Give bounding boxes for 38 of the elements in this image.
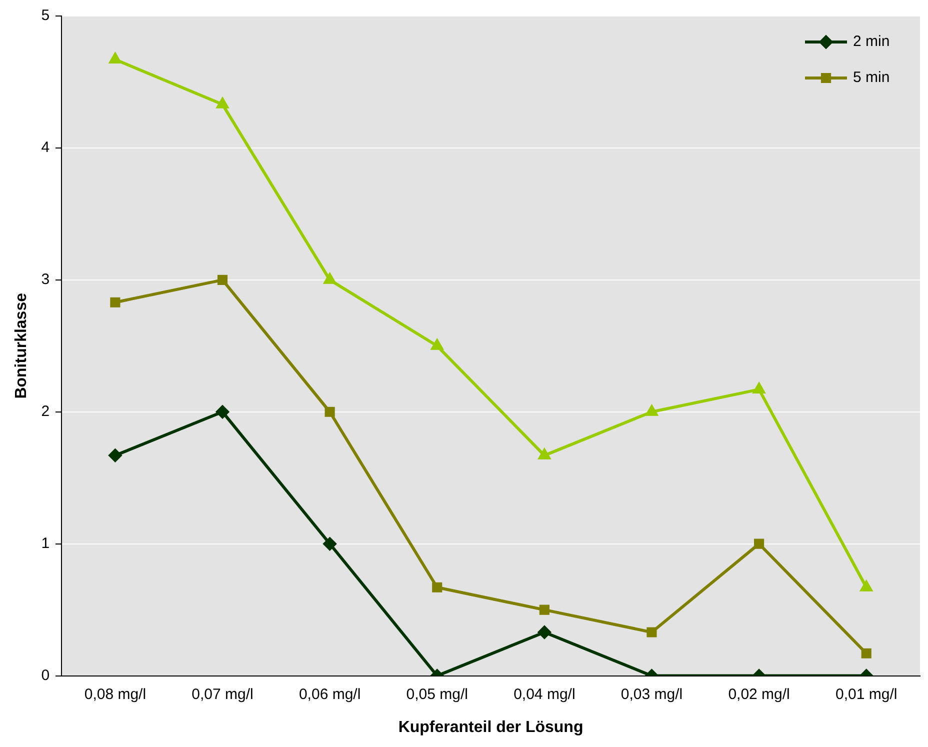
point	[538, 448, 550, 460]
point	[538, 626, 551, 639]
point	[861, 648, 872, 658]
x-tick-label: 0,03 mg/l	[620, 686, 683, 703]
point	[431, 339, 443, 350]
y-axis-title: Boniturklasse	[13, 292, 30, 399]
x-tick-label: 0,01 mg/l	[835, 686, 898, 703]
point	[754, 538, 764, 549]
point	[860, 580, 872, 592]
point	[324, 273, 336, 284]
point	[646, 405, 658, 416]
x-tick-label: 0,08 mg/l	[84, 686, 146, 703]
x-tick-label: 0,02 mg/l	[728, 686, 790, 703]
point	[646, 627, 657, 638]
point	[110, 297, 120, 308]
x-tick-label: 0,06 mg/l	[298, 686, 361, 703]
x-tick-label: 0,05 mg/l	[406, 686, 468, 703]
point	[216, 98, 228, 108]
y-tick-label: 5	[41, 7, 50, 24]
legend-label: 5 min	[853, 69, 890, 86]
y-tick-label: 1	[41, 534, 50, 552]
point	[324, 406, 335, 417]
point	[216, 405, 230, 418]
y-tick-label: 2	[41, 403, 50, 420]
y-tick-label: 0	[41, 666, 50, 684]
y-tick-label: 4	[41, 139, 50, 156]
x-axis-title: Kupferanteil der Lösung	[398, 718, 584, 736]
point	[432, 582, 442, 592]
y-tick-label: 3	[41, 271, 50, 288]
point	[539, 604, 550, 615]
x-tick-label: 0,04 mg/l	[514, 686, 576, 703]
point	[323, 537, 336, 550]
point	[217, 274, 228, 285]
x-tick-label: 0,07 mg/l	[192, 686, 254, 703]
legend-label: 2 min	[853, 33, 890, 50]
point	[109, 53, 122, 64]
point	[108, 448, 122, 462]
point	[753, 382, 765, 394]
